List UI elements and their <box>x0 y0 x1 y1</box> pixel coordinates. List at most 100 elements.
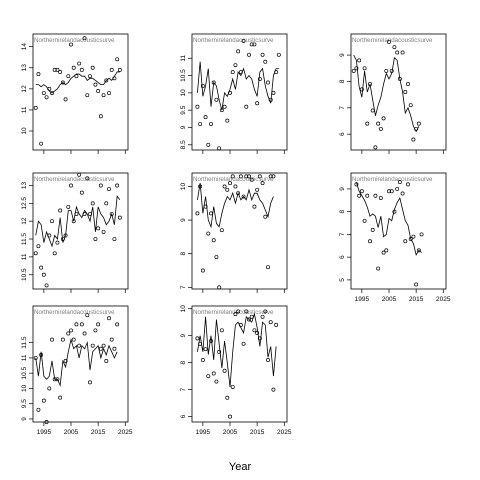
data-point <box>228 90 232 95</box>
data-point <box>39 352 44 357</box>
data-point <box>211 80 216 85</box>
data-point <box>69 183 73 188</box>
data-point <box>52 251 57 256</box>
data-point <box>376 121 381 126</box>
smoothed-line <box>197 312 277 387</box>
smoothed-line <box>356 181 422 256</box>
data-point <box>93 237 98 241</box>
data-point <box>104 201 109 206</box>
y-tick-label: 7 <box>180 387 187 391</box>
data-point <box>271 174 276 179</box>
x-tick-label: 2025 <box>277 429 292 436</box>
data-point <box>416 248 421 253</box>
data-point <box>225 118 230 123</box>
data-point <box>104 358 109 363</box>
data-point <box>96 88 101 93</box>
data-point <box>376 266 381 271</box>
data-point <box>384 248 389 253</box>
y-tick-label: 5 <box>339 278 346 282</box>
x-tick-label: 1995 <box>37 429 52 436</box>
panel-title: Northernirelandacousticsurve <box>352 176 433 183</box>
data-point <box>88 212 92 216</box>
data-point <box>58 208 63 213</box>
data-point <box>96 226 101 231</box>
panel-frame <box>350 33 447 151</box>
data-point <box>400 50 405 55</box>
data-point <box>365 193 370 198</box>
data-point <box>257 174 262 179</box>
data-point <box>359 87 364 92</box>
data-point <box>104 78 109 83</box>
x-tick-label: 2025 <box>436 296 451 303</box>
data-point <box>79 190 84 195</box>
data-point <box>268 97 273 102</box>
data-point <box>219 108 224 113</box>
data-point <box>112 76 117 81</box>
y-tick-label: 9 <box>21 417 28 421</box>
data-point <box>39 265 44 270</box>
data-point <box>268 174 273 179</box>
smoothed-line <box>35 195 121 248</box>
data-point <box>387 189 391 194</box>
panel-4: Northernirelandacousticsurve 10.5 11 11.5 12… <box>21 172 129 293</box>
data-point <box>109 212 114 216</box>
data-point <box>211 238 216 243</box>
panel-title: Northernirelandacousticsurve <box>34 37 115 44</box>
data-point <box>101 93 106 98</box>
data-point <box>263 59 268 64</box>
y-tick-label: 8 <box>180 252 187 256</box>
data-point <box>98 346 103 351</box>
data-point <box>71 219 76 224</box>
data-point <box>206 231 211 236</box>
data-point <box>39 141 44 146</box>
data-point <box>206 374 211 379</box>
data-point <box>406 82 410 87</box>
data-point <box>107 316 111 321</box>
data-point <box>233 184 238 189</box>
data-point <box>230 384 235 389</box>
data-point <box>117 215 122 220</box>
data-point <box>225 395 230 400</box>
data-point <box>85 93 90 98</box>
data-point <box>244 174 249 179</box>
data-point <box>370 108 375 113</box>
data-point <box>109 67 114 72</box>
panel-frame <box>32 33 129 151</box>
data-point <box>200 83 205 88</box>
data-point <box>397 180 402 185</box>
data-point <box>395 186 400 191</box>
y-tick-label: 9 <box>180 125 187 129</box>
y-tick-label: 8 <box>339 79 346 83</box>
data-point <box>263 214 268 219</box>
data-point <box>233 63 238 68</box>
data-point <box>373 193 378 198</box>
data-point <box>236 309 241 314</box>
data-point <box>236 49 241 54</box>
data-point <box>255 187 260 192</box>
data-point <box>384 68 389 73</box>
data-point <box>77 61 82 66</box>
data-point <box>266 80 270 85</box>
data-point <box>238 174 243 179</box>
y-tick-label: 12 <box>21 85 28 93</box>
data-point <box>414 282 419 287</box>
data-point <box>88 380 92 385</box>
data-point <box>230 70 235 75</box>
data-point <box>50 337 54 342</box>
data-point <box>82 212 87 216</box>
panel-frame <box>191 305 288 423</box>
data-point <box>411 234 416 239</box>
panel-title: Northernirelandacousticsurve <box>34 176 115 183</box>
data-point <box>52 377 57 382</box>
data-point <box>389 68 394 73</box>
panel-frame <box>191 33 288 151</box>
panel-3: Northernirelandacousticsurve 6 7 8 9 <box>339 33 447 154</box>
data-point <box>209 339 213 344</box>
y-tick-label: 12 <box>21 217 28 225</box>
y-tick-label: 10.5 <box>180 69 187 82</box>
data-point <box>257 336 262 341</box>
data-point <box>63 233 68 238</box>
data-point <box>408 103 413 108</box>
data-point <box>406 182 410 187</box>
panel-title: Northernirelandacousticsurve <box>352 37 433 44</box>
